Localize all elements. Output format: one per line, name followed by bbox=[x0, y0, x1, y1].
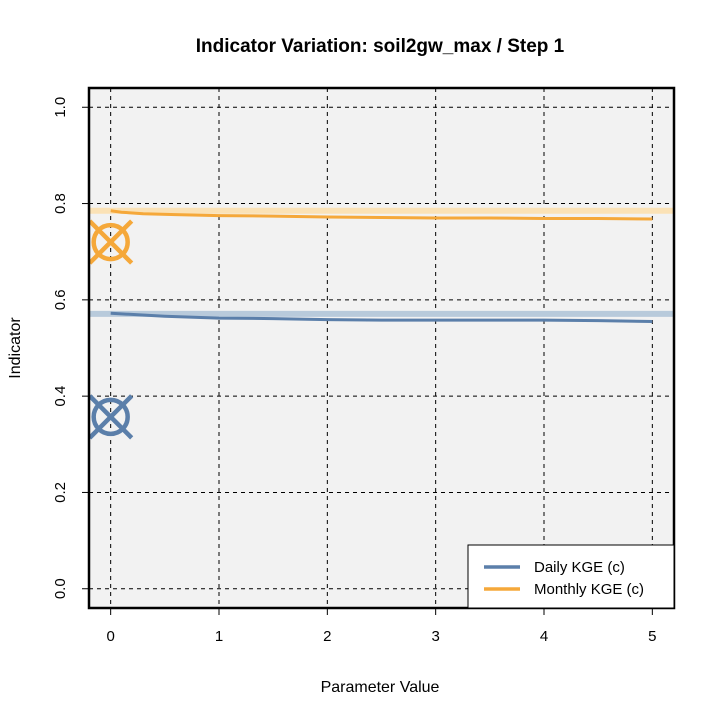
series-line-0 bbox=[110, 311, 653, 323]
y-tick-label: 0.4 bbox=[52, 386, 69, 407]
series-line-1 bbox=[110, 209, 653, 221]
reference-lines bbox=[89, 207, 674, 317]
marker-circle bbox=[91, 222, 130, 262]
y-tick-label: 0.0 bbox=[52, 578, 69, 599]
x-axis: 0 1 2 3 4 5 bbox=[106, 608, 657, 645]
x-tick-label: 5 bbox=[648, 628, 656, 645]
series-markers bbox=[88, 219, 134, 440]
x-tick-label: 3 bbox=[431, 628, 439, 645]
marker-circle bbox=[91, 397, 130, 437]
series-lines bbox=[110, 209, 653, 323]
legend: Daily KGE (c) Monthly KGE (c) bbox=[467, 544, 675, 609]
legend-box bbox=[467, 544, 675, 609]
x-axis-label: Parameter Value bbox=[321, 679, 440, 696]
series-marker-1 bbox=[88, 219, 134, 265]
x-tick-label: 4 bbox=[540, 628, 548, 645]
x-tick-label: 0 bbox=[106, 628, 114, 645]
plot-border bbox=[87, 86, 676, 610]
y-tick-label: 0.8 bbox=[52, 193, 69, 214]
x-tick-label: 2 bbox=[323, 628, 331, 645]
grid bbox=[89, 88, 674, 608]
y-axis: 0.0 0.2 0.4 0.6 0.8 1.0 bbox=[52, 97, 89, 599]
y-tick-label: 0.6 bbox=[52, 289, 69, 310]
series-marker-0 bbox=[88, 394, 134, 440]
y-tick-label: 1.0 bbox=[52, 97, 69, 118]
legend-label-0: Daily KGE (c) bbox=[534, 559, 625, 576]
marker-cross bbox=[88, 394, 134, 440]
y-axis-label: Indicator bbox=[7, 317, 24, 379]
chart-title: Indicator Variation: soil2gw_max / Step … bbox=[196, 36, 565, 57]
y-tick-label: 0.2 bbox=[52, 482, 69, 503]
marker-cross bbox=[88, 219, 134, 265]
plot-background bbox=[89, 88, 674, 608]
legend-label-1: Monthly KGE (c) bbox=[534, 581, 644, 598]
x-tick-label: 1 bbox=[215, 628, 223, 645]
